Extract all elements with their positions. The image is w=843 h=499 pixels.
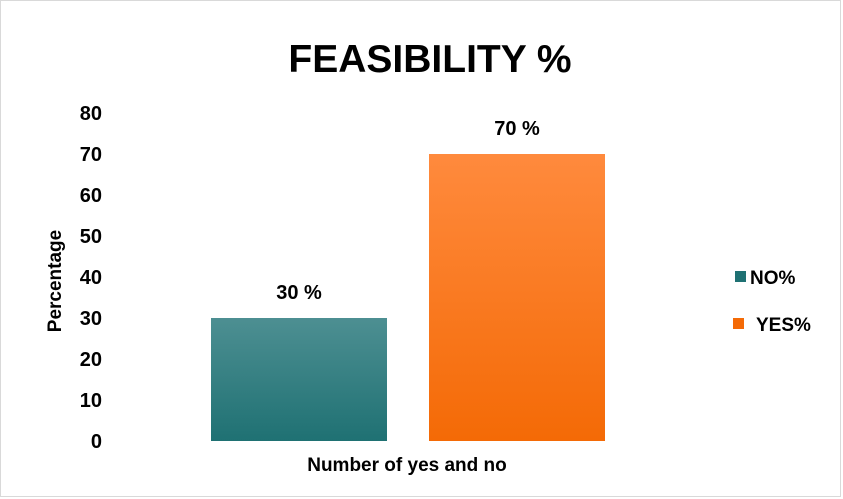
y-tick-label: 30 — [80, 308, 102, 330]
y-axis-label: Percentage — [45, 230, 66, 332]
legend-label: NO% — [750, 268, 796, 289]
legend-swatch — [735, 271, 746, 282]
y-tick-label: 70 — [80, 144, 102, 166]
y-tick-label: 10 — [80, 390, 102, 412]
chart-title: FEASIBILITY % — [288, 38, 571, 81]
y-tick-label: 40 — [80, 267, 102, 289]
bars — [211, 154, 605, 441]
legend-swatch — [733, 318, 744, 329]
bar-yes — [429, 154, 605, 441]
data-label: 70 % — [494, 118, 540, 140]
data-label: 30 % — [276, 282, 322, 304]
y-axis-ticks: 0 10 20 30 40 50 60 70 80 — [80, 103, 102, 453]
legend-label: YES% — [756, 315, 811, 336]
y-tick-label: 0 — [91, 431, 102, 453]
y-tick-label: 20 — [80, 349, 102, 371]
data-labels: 30 % 70 % — [276, 118, 540, 304]
bar-no — [211, 318, 387, 441]
y-tick-label: 80 — [80, 103, 102, 125]
y-tick-label: 50 — [80, 226, 102, 248]
y-tick-label: 60 — [80, 185, 102, 207]
legend: NO% YES% — [733, 268, 811, 336]
x-axis-label: Number of yes and no — [307, 455, 507, 476]
